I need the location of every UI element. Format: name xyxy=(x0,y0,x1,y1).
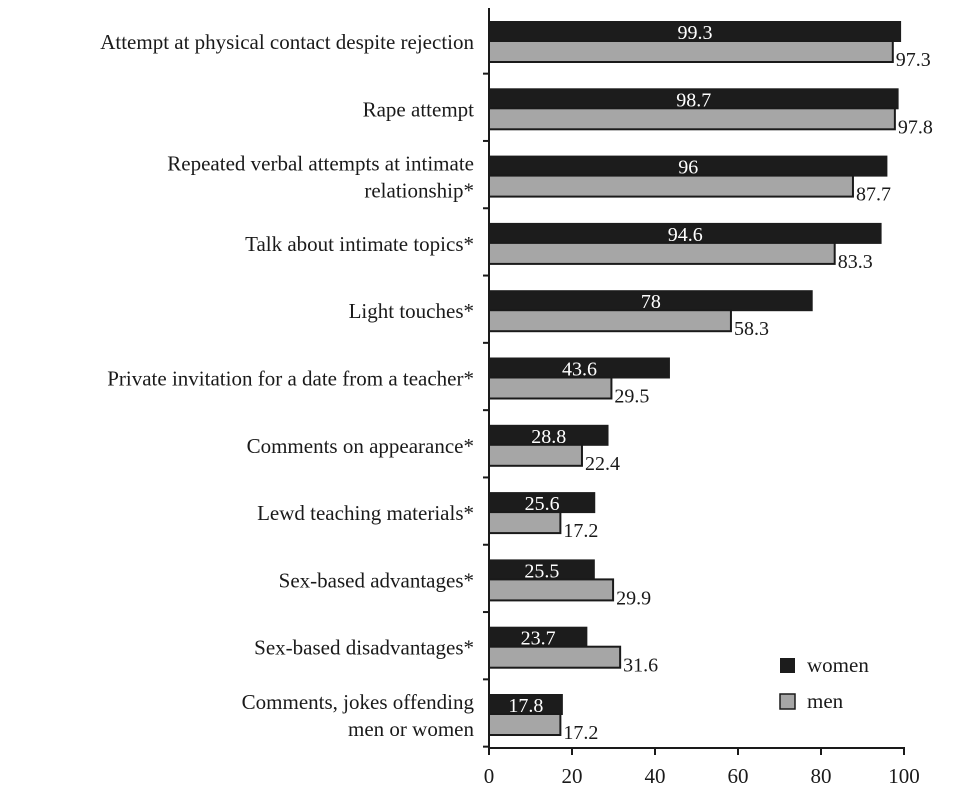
bar-women xyxy=(489,222,882,244)
category-label: men or women xyxy=(348,717,474,741)
data-label-men: 17.2 xyxy=(563,520,598,542)
bar-men xyxy=(488,645,622,669)
legend-label-women: women xyxy=(807,653,869,677)
category-label: relationship* xyxy=(364,179,474,203)
category-label: Repeated verbal attempts at intimate xyxy=(167,152,474,176)
data-label-men: 31.6 xyxy=(623,655,658,677)
category-label: Comments on appearance* xyxy=(247,434,474,458)
data-label-women: 17.8 xyxy=(508,695,543,717)
data-label-women: 99.3 xyxy=(678,22,713,44)
bar-women xyxy=(489,559,595,581)
data-label-men: 97.8 xyxy=(898,116,933,138)
data-label-women: 23.7 xyxy=(521,628,556,650)
data-label-men: 22.4 xyxy=(585,453,620,475)
category-label: Light touches* xyxy=(349,299,474,323)
data-label-men: 29.5 xyxy=(614,386,649,408)
bar-women xyxy=(489,694,563,715)
category-label: Sex-based advantages* xyxy=(279,568,474,592)
bar-women xyxy=(489,357,670,379)
bar-men xyxy=(488,376,613,400)
bar-women xyxy=(489,21,902,42)
bar-men xyxy=(488,443,583,467)
data-label-men: 87.7 xyxy=(856,184,891,206)
data-label-women: 98.7 xyxy=(676,89,711,111)
category-label: Attempt at physical contact despite reje… xyxy=(100,30,474,54)
x-tick-label: 80 xyxy=(811,764,832,788)
legend-swatch-women xyxy=(780,658,795,673)
legend-label-men: men xyxy=(807,689,844,713)
data-label-men: 29.9 xyxy=(616,587,651,609)
category-label: Private invitation for a date from a tea… xyxy=(107,367,474,391)
bar-women xyxy=(489,492,596,514)
bar-women xyxy=(489,88,899,110)
data-label-men: 97.3 xyxy=(896,49,931,71)
bar-men xyxy=(488,511,562,535)
category-label: Lewd teaching materials* xyxy=(257,501,474,525)
data-label-women: 25.5 xyxy=(524,560,559,582)
x-tick-label: 40 xyxy=(645,764,666,788)
legend-swatch-men xyxy=(779,693,796,710)
category-label: Sex-based disadvantages* xyxy=(254,636,474,660)
bar-men xyxy=(488,713,562,736)
bar-men xyxy=(488,309,732,333)
bar-men xyxy=(488,241,836,265)
category-label: Rape attempt xyxy=(363,97,475,121)
bar-women xyxy=(489,626,588,648)
data-label-women: 43.6 xyxy=(562,359,597,381)
category-label: Comments, jokes offending xyxy=(242,690,475,714)
x-tick-label: 20 xyxy=(562,764,583,788)
data-label-men: 58.3 xyxy=(734,318,769,340)
x-tick-label: 0 xyxy=(484,764,495,788)
data-label-women: 25.6 xyxy=(525,493,560,515)
data-label-men: 83.3 xyxy=(838,251,873,273)
data-label-women: 28.8 xyxy=(531,426,566,448)
bar-women xyxy=(489,290,813,312)
category-label: Talk about intimate topics* xyxy=(245,232,474,256)
x-tick-label: 60 xyxy=(728,764,749,788)
bar-women xyxy=(489,424,609,446)
bar-men xyxy=(488,107,896,131)
bar-men xyxy=(488,578,615,602)
data-label-women: 96 xyxy=(678,157,698,179)
data-label-women: 94.6 xyxy=(668,224,703,246)
bar-women xyxy=(489,155,888,177)
data-label-women: 78 xyxy=(641,291,661,313)
bar-men xyxy=(488,174,854,198)
x-tick-label: 100 xyxy=(888,764,920,788)
bar-men xyxy=(488,40,894,63)
data-label-men: 17.2 xyxy=(563,722,598,744)
